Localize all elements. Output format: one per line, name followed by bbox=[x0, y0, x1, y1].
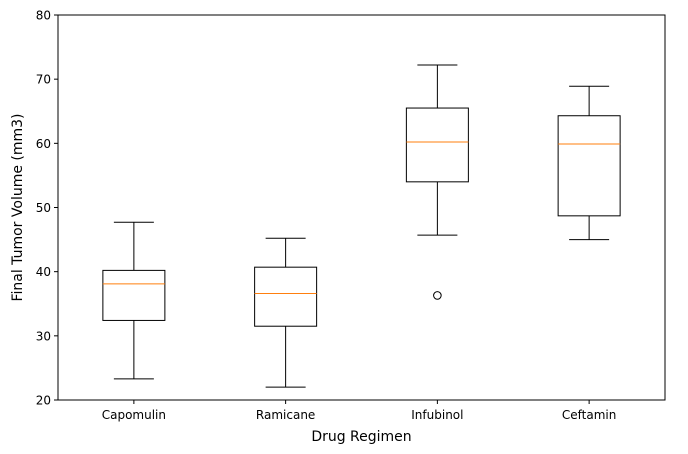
y-tick-label: 30 bbox=[36, 329, 51, 343]
x-tick-label: Infubinol bbox=[411, 408, 463, 422]
iqr-box bbox=[405, 107, 469, 183]
iqr-box bbox=[102, 269, 166, 321]
box-infubinol bbox=[405, 64, 469, 300]
y-tick-label: 50 bbox=[36, 201, 51, 215]
iqr-box bbox=[557, 115, 621, 217]
y-tick-label: 80 bbox=[36, 9, 51, 23]
box-capomulin bbox=[102, 221, 166, 380]
box-ramicane bbox=[254, 237, 318, 388]
x-tick-label: Ramicane bbox=[256, 408, 315, 422]
y-tick-label: 40 bbox=[36, 265, 51, 279]
outlier-point bbox=[433, 291, 442, 300]
x-tick-label: Capomulin bbox=[102, 408, 166, 422]
x-axis-label: Drug Regimen bbox=[311, 429, 411, 445]
y-axis: 20 30 40 50 60 70 80 bbox=[36, 9, 58, 408]
x-axis: Capomulin Ramicane Infubinol Ceftamin bbox=[102, 400, 616, 422]
x-tick-label: Ceftamin bbox=[562, 408, 616, 422]
plot-area bbox=[102, 64, 621, 388]
iqr-box bbox=[254, 266, 318, 327]
y-tick-label: 60 bbox=[36, 137, 51, 151]
y-axis-label: Final Tumor Volume (mm3) bbox=[10, 113, 26, 301]
y-tick-label: 20 bbox=[36, 394, 51, 408]
box-ceftamin bbox=[557, 85, 621, 241]
y-tick-label: 70 bbox=[36, 73, 51, 87]
